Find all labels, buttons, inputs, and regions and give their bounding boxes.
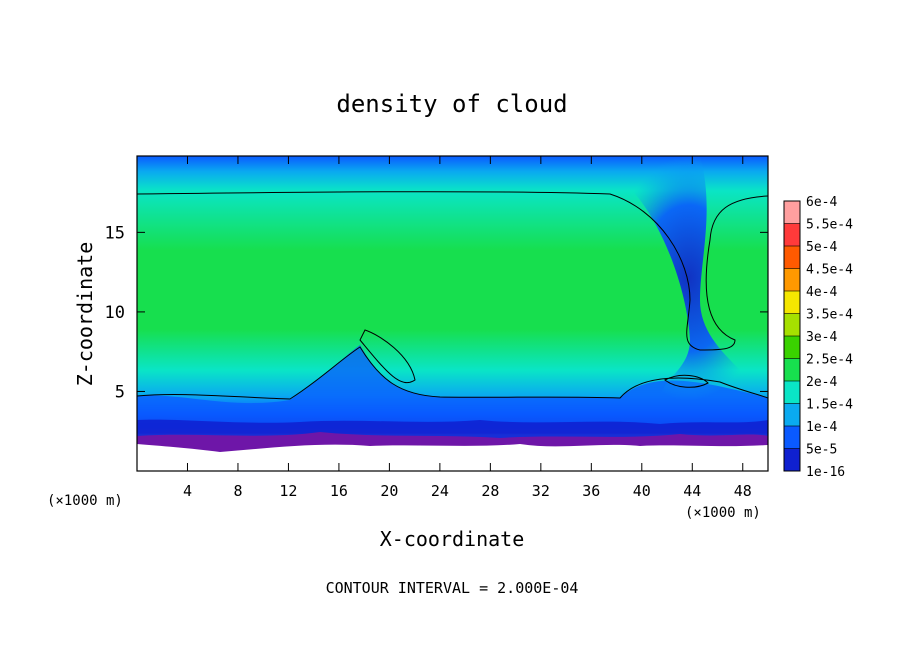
colorbar: 6e-4 5.5e-4 5e-4 4.5e-4 4e-4 3.5e-4 3e-4 2.5e-4… (783, 195, 853, 480)
y-axis-label: Z-coordinate (73, 242, 97, 387)
colorbar-label: 1e-16 (806, 465, 845, 480)
y-tick-label: 15 (105, 223, 125, 243)
chart-title: density of cloud (336, 90, 567, 118)
colorbar-swatch (784, 336, 800, 359)
colorbar-swatch (784, 246, 800, 269)
colorbar-label: 5.5e-4 (806, 218, 853, 233)
plot-area (137, 156, 768, 471)
colorbar-label: 6e-4 (806, 195, 837, 210)
x-tick-label: 40 (633, 482, 651, 500)
x-tick-label: 16 (330, 482, 348, 500)
x-tick-label: 8 (233, 482, 242, 500)
colorbar-swatch (784, 291, 800, 314)
contour-interval-note: CONTOUR INTERVAL = 2.000E-04 (326, 579, 579, 597)
colorbar-label: 4e-4 (806, 285, 837, 300)
x-tick-label: 20 (380, 482, 398, 500)
x-tick-label: 24 (431, 482, 449, 500)
updraft-plume (610, 156, 768, 400)
y-tick-label: 5 (115, 382, 125, 402)
x-tick-label: 28 (481, 482, 499, 500)
x-axis: 4 8 12 16 20 24 28 32 36 40 44 48 (183, 156, 752, 500)
x-unit-label-right: (×1000 m) (685, 505, 761, 521)
colorbar-label: 2.5e-4 (806, 353, 853, 368)
colorbar-swatch (784, 268, 800, 291)
colorbar-swatch (784, 223, 800, 246)
colorbar-label: 3e-4 (806, 330, 837, 345)
cloud-base-band (137, 345, 768, 445)
y-tick-label: 10 (105, 303, 125, 323)
cloud-base-fringe (137, 432, 768, 452)
x-tick-label: 36 (582, 482, 600, 500)
colorbar-label: 1.5e-4 (806, 398, 853, 413)
x-tick-label: 12 (279, 482, 297, 500)
x-unit-label: (×1000 m) (47, 493, 123, 509)
colorbar-label: 2e-4 (806, 375, 837, 390)
x-tick-label: 44 (683, 482, 701, 500)
colorbar-label: 1e-4 (806, 420, 837, 435)
x-tick-label: 48 (734, 482, 752, 500)
colorbar-swatch (784, 403, 800, 426)
plot-frame (136, 155, 769, 472)
colorbar-swatch (784, 313, 800, 336)
colorbar-swatch (784, 448, 800, 471)
colorbar-label: 5e-4 (806, 240, 837, 255)
y-axis: 5 10 15 (105, 223, 768, 402)
colorbar-label: 3.5e-4 (806, 308, 853, 323)
colorbar-label: 5e-5 (806, 443, 837, 458)
x-tick-label: 4 (183, 482, 192, 500)
colorbar-swatch (784, 358, 800, 381)
colorbar-swatch (784, 426, 800, 449)
colorbar-swatch (784, 381, 800, 404)
x-axis-label: X-coordinate (380, 527, 525, 551)
colorbar-label: 4.5e-4 (806, 263, 853, 278)
contour-2e-4 (137, 191, 768, 400)
colorbar-swatch (784, 201, 800, 224)
x-tick-label: 32 (532, 482, 550, 500)
